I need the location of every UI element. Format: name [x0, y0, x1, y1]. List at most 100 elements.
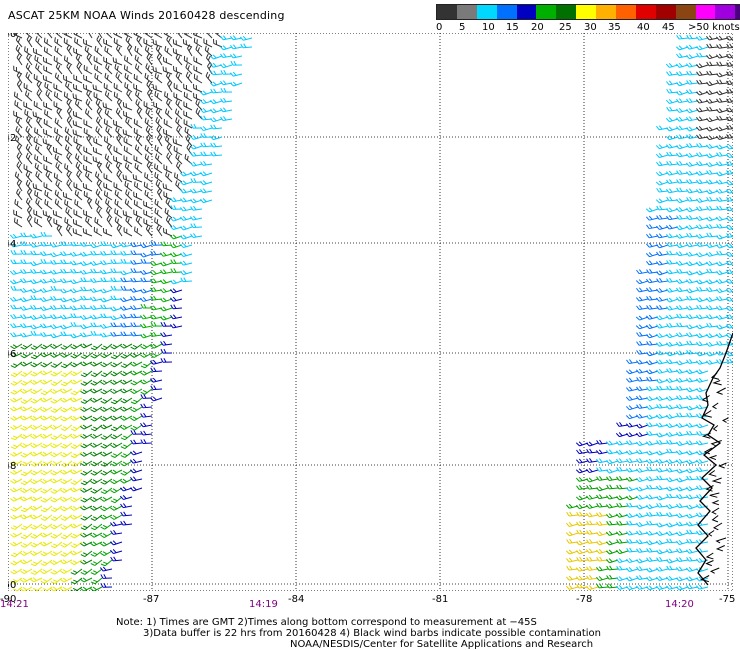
- wind-barb: [54, 72, 63, 84]
- wind-barb: [94, 73, 103, 84]
- wind-barb: [43, 101, 53, 111]
- wind-barb: [95, 116, 103, 129]
- wind-barb: [676, 125, 689, 131]
- wind-barb: [30, 460, 43, 467]
- wind-barb: [606, 574, 619, 580]
- wind-barb: [676, 395, 689, 400]
- lon-label-87: -87: [143, 594, 160, 605]
- wind-barb: [130, 295, 143, 301]
- wind-barb: [685, 207, 699, 213]
- wind-barb: [676, 287, 689, 293]
- wind-barb: [145, 125, 153, 138]
- wind-barb: [170, 259, 183, 265]
- wind-barb: [60, 586, 73, 591]
- wind-barb: [676, 385, 689, 391]
- wind-barb: [20, 460, 33, 467]
- wind-barb: [565, 575, 579, 581]
- wind-barb: [626, 440, 639, 446]
- wind-barb: [40, 314, 53, 319]
- wind-barb: [635, 413, 649, 419]
- wind-barb: [605, 549, 619, 555]
- wind-barb: [110, 442, 123, 448]
- wind-barb: [30, 352, 43, 360]
- wind-barb: [645, 404, 659, 410]
- wind-barb: [40, 478, 53, 484]
- wind-barb: [35, 63, 43, 75]
- wind-barb: [40, 577, 53, 584]
- wind-barb: [26, 134, 33, 147]
- wind-barb: [139, 252, 153, 258]
- wind-barb: [726, 160, 733, 166]
- wind-barb: [144, 172, 153, 183]
- wind-barb: [705, 351, 719, 357]
- wind-barb: [179, 215, 193, 221]
- wind-barb: [92, 156, 103, 165]
- wind-barb: [645, 369, 659, 375]
- wind-barb: [665, 504, 679, 509]
- wind-barb: [60, 251, 73, 257]
- wind-barb: [150, 321, 163, 327]
- legend-swatch-3: [496, 5, 517, 19]
- wind-barb: [686, 494, 699, 500]
- wind-barb: [666, 277, 679, 283]
- wind-barb: [50, 433, 63, 440]
- wind-barb: [675, 540, 689, 546]
- wind-barb: [100, 559, 113, 567]
- wind-barb: [24, 109, 33, 120]
- wind-barb: [696, 142, 709, 148]
- wind-barb: [10, 541, 23, 547]
- wind-barb: [92, 147, 103, 156]
- wind-barb: [706, 169, 719, 175]
- wind-barb: [9, 233, 23, 239]
- wind-barb: [103, 118, 113, 129]
- wind-barb: [155, 44, 163, 57]
- wind-barb: [20, 323, 33, 329]
- wind-barb: [705, 297, 719, 302]
- wind-barb: [60, 397, 73, 403]
- wind-barb: [50, 259, 63, 265]
- lat-lon-grid: [8, 33, 733, 591]
- wind-barb: [60, 577, 73, 583]
- wind-barb: [676, 503, 689, 509]
- wind-barb: [150, 367, 163, 373]
- wind-barb: [30, 433, 43, 439]
- wind-barb: [40, 550, 53, 557]
- wind-barb: [50, 352, 63, 358]
- wind-barb: [164, 135, 173, 147]
- wind-barb: [646, 224, 659, 230]
- wind-barb: [666, 160, 679, 166]
- wind-barb: [665, 99, 679, 104]
- wind-barb: [686, 232, 699, 238]
- wind-barb: [200, 160, 213, 166]
- wind-barb: [726, 133, 733, 139]
- map-frame: [8, 33, 733, 591]
- wind-barb: [204, 45, 213, 57]
- wind-barb: [685, 251, 699, 257]
- wind-barb: [686, 89, 699, 95]
- wind-barb: [42, 56, 53, 66]
- wind-barb: [606, 520, 619, 526]
- wind-barb: [79, 251, 93, 257]
- wind-barb: [645, 207, 659, 213]
- wind-barb: [65, 224, 73, 237]
- wind-barb: [605, 530, 619, 536]
- wind-barb: [54, 33, 63, 39]
- wind-barb: [646, 260, 659, 266]
- wind-barb: [10, 451, 23, 457]
- wind-barb: [716, 161, 729, 167]
- wind-barb: [16, 53, 23, 66]
- note-line-3: NOAA/NESDIS/Center for Satellite Applica…: [290, 639, 594, 650]
- wind-barb: [83, 164, 93, 174]
- wind-barb: [695, 125, 709, 131]
- wind-barb: [50, 577, 63, 585]
- wind-barb: [130, 352, 143, 358]
- wind-barb: [726, 169, 733, 175]
- wind-barb: [93, 56, 103, 66]
- wind-barb: [140, 323, 153, 329]
- wind-barb: [705, 54, 719, 60]
- wind-barb: [144, 33, 153, 39]
- wind-barb: [705, 98, 719, 104]
- wind-barb: [100, 424, 113, 430]
- wind-barb: [60, 469, 73, 475]
- wind-barb: [156, 188, 163, 201]
